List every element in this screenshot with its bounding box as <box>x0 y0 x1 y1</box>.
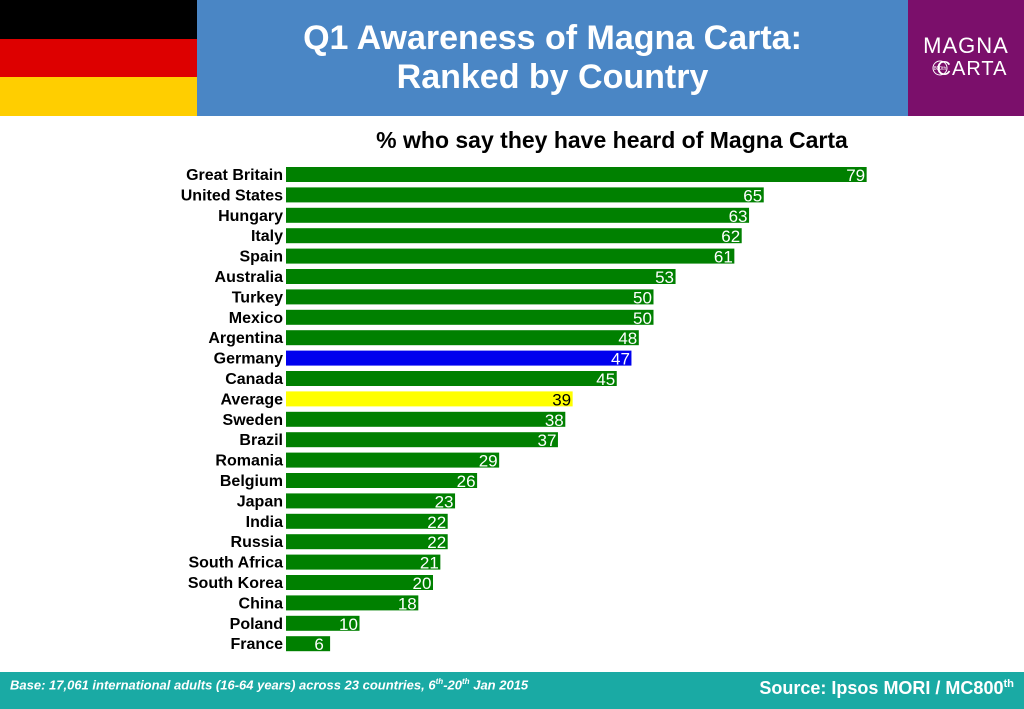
bar-great-britain <box>286 167 867 182</box>
logo-word-carta: CARTA <box>937 58 1008 80</box>
bar-france <box>286 636 331 652</box>
value-label-turkey: 50 <box>633 288 652 307</box>
bar-russia <box>286 534 448 550</box>
bar-average <box>286 391 573 407</box>
value-label-poland: 10 <box>339 615 358 634</box>
category-label-japan: Japan <box>237 493 283 510</box>
category-label-united-states: United States <box>181 187 283 204</box>
category-label-average: Average <box>220 391 283 408</box>
value-label-average: 39 <box>552 390 571 409</box>
value-label-india: 22 <box>427 513 446 532</box>
chart-subtitle: % who say they have heard of Magna Carta <box>376 127 848 153</box>
bar-belgium <box>286 473 478 488</box>
bar-south-africa <box>286 554 441 570</box>
magna-carta-logo-mark: MAGNA CARTA 800th <box>923 33 1009 80</box>
title-band: Q1 Awareness of Magna Carta: Ranked by C… <box>197 0 908 116</box>
logo-word-magna: MAGNA <box>923 33 1009 58</box>
category-label-great-britain: Great Britain <box>186 167 283 184</box>
value-label-brazil: 37 <box>537 431 556 450</box>
page-title-line-2: Ranked by Country <box>396 58 709 96</box>
bar-mexico <box>286 309 654 325</box>
bar-romania <box>286 452 500 468</box>
value-label-romania: 29 <box>479 452 498 471</box>
bar-japan <box>286 493 456 509</box>
base-note: Base: 17,061 international adults (16-64… <box>10 677 528 692</box>
value-label-south-korea: 20 <box>413 574 432 593</box>
base-note-mid: -20 <box>443 677 462 693</box>
magna-carta-logo: MAGNA CARTA 800th <box>908 0 1024 116</box>
value-label-germany: 47 <box>611 350 630 369</box>
category-label-india: India <box>246 514 283 531</box>
value-label-canada: 45 <box>596 370 615 389</box>
category-label-brazil: Brazil <box>239 432 283 449</box>
flag-stripe-gold <box>0 77 197 116</box>
logo-seal-icon <box>932 60 948 76</box>
awareness-bar-chart: % who say they have heard of Magna Carta… <box>181 127 867 654</box>
value-label-sweden: 38 <box>545 411 564 430</box>
bar-italy <box>286 228 742 244</box>
page-title-line-1: Q1 Awareness of Magna Carta: <box>303 19 802 57</box>
category-label-germany: Germany <box>214 351 283 368</box>
category-label-france: France <box>231 636 284 653</box>
bar-south-korea <box>286 575 433 590</box>
value-label-australia: 53 <box>655 268 674 287</box>
flag-stripe-red <box>0 38 197 78</box>
value-label-italy: 62 <box>721 227 740 246</box>
bar-india <box>286 513 448 529</box>
bar-brazil <box>286 432 558 448</box>
base-note-sup-1: th <box>435 677 444 686</box>
value-label-united-states: 65 <box>743 186 762 205</box>
category-label-mexico: Mexico <box>229 310 283 327</box>
category-label-hungary: Hungary <box>218 208 283 225</box>
value-label-hungary: 63 <box>729 207 748 226</box>
value-label-russia: 22 <box>427 533 446 552</box>
footer: Base: 17,061 international adults (16-64… <box>0 672 1024 709</box>
category-label-italy: Italy <box>251 228 283 245</box>
bar-china <box>286 595 419 611</box>
bar-germany <box>286 350 632 366</box>
source-sup: th <box>1003 678 1014 690</box>
category-label-argentina: Argentina <box>208 330 283 347</box>
bar-spain <box>286 248 735 264</box>
flag-stripe-black <box>0 0 197 39</box>
value-label-mexico: 50 <box>633 309 652 328</box>
source-note: Source: Ipsos MORI / MC800th <box>759 678 1014 699</box>
category-label-china: China <box>239 595 284 612</box>
base-note-sup-2: th <box>462 677 470 686</box>
value-label-great-britain: 79 <box>846 166 865 185</box>
category-label-belgium: Belgium <box>220 473 283 490</box>
bar-hungary <box>286 207 750 223</box>
base-note-suffix: Jan 2015 <box>469 677 529 693</box>
value-label-argentina: 48 <box>618 329 637 348</box>
bar-sweden <box>286 411 566 427</box>
value-label-china: 18 <box>398 594 417 613</box>
category-label-turkey: Turkey <box>232 289 283 306</box>
value-label-japan: 23 <box>435 492 454 511</box>
value-label-spain: 61 <box>714 248 733 267</box>
germany-flag <box>0 0 197 116</box>
category-label-south-korea: South Korea <box>188 575 283 592</box>
bar-australia <box>286 269 676 284</box>
logo-seal-text: 800th <box>934 66 947 72</box>
category-label-spain: Spain <box>239 249 283 266</box>
base-note-prefix: Base: 17,061 international adults (16-64… <box>10 677 436 693</box>
value-label-france: 6 <box>314 635 323 654</box>
bar-poland <box>286 615 360 631</box>
category-label-sweden: Sweden <box>223 412 283 429</box>
category-label-poland: Poland <box>230 616 283 633</box>
header: Q1 Awareness of Magna Carta: Ranked by C… <box>0 0 1024 116</box>
bar-argentina <box>286 330 639 346</box>
bar-turkey <box>286 289 654 305</box>
bar-canada <box>286 371 617 386</box>
category-label-russia: Russia <box>231 534 284 551</box>
bar-united-states <box>286 187 764 203</box>
source-text: Source: Ipsos MORI / MC800 <box>759 678 1004 698</box>
value-label-south-africa: 21 <box>420 554 439 573</box>
category-label-australia: Australia <box>215 269 284 286</box>
category-label-canada: Canada <box>225 371 283 388</box>
bars-group: Great Britain 79 United States 65 Hungary 63 I… <box>181 166 867 654</box>
value-label-belgium: 26 <box>457 472 476 491</box>
category-label-south-africa: South Africa <box>188 555 283 572</box>
category-label-romania: Romania <box>215 453 283 470</box>
